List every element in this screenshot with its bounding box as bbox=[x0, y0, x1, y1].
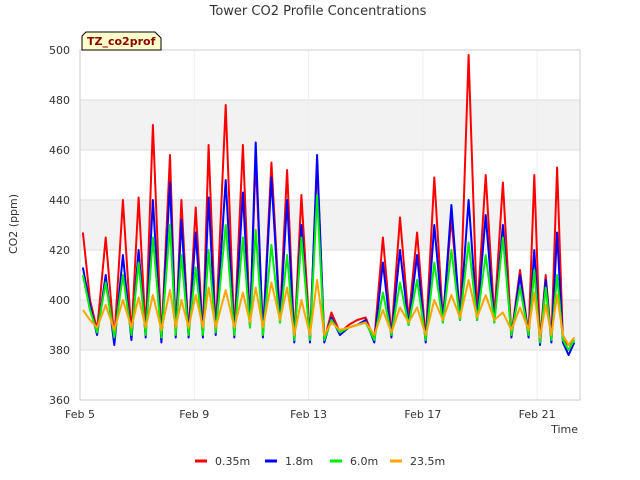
y-tick-label: 380 bbox=[49, 344, 70, 357]
series-lines bbox=[81, 54, 576, 356]
legend-label: 1.8m bbox=[285, 455, 313, 468]
x-tick-label: Feb 17 bbox=[404, 408, 441, 421]
y-tick-label: 440 bbox=[49, 194, 70, 207]
x-tick-label: Feb 9 bbox=[179, 408, 209, 421]
series-line-6.0m bbox=[81, 194, 576, 351]
badge-label: TZ_co2prof bbox=[87, 35, 156, 48]
plot-band bbox=[80, 100, 580, 150]
plot-frame bbox=[79, 49, 581, 401]
x-axis-label: Time bbox=[550, 423, 578, 436]
y-tick-label: 480 bbox=[49, 94, 70, 107]
y-tick-label: 420 bbox=[49, 244, 70, 257]
tick-labels: 360 380 400 420 440 460 480 500 Feb 5 Feb 9 Feb 13… bbox=[49, 44, 556, 421]
y-tick-label: 360 bbox=[49, 394, 70, 407]
chart-title: Tower CO2 Profile Concentrations bbox=[209, 4, 427, 19]
x-tick-label: Feb 21 bbox=[519, 408, 556, 421]
y-tick-label: 500 bbox=[49, 44, 70, 57]
badge-box bbox=[81, 31, 162, 51]
x-tick-label: Feb 13 bbox=[290, 408, 327, 421]
plot-band bbox=[80, 200, 580, 250]
y-tick-label: 400 bbox=[49, 294, 70, 307]
y-tick-label: 460 bbox=[49, 144, 70, 157]
y-axis-label: CO2 (ppm) bbox=[7, 194, 20, 254]
legend-label: 23.5m bbox=[410, 455, 445, 468]
legend: 0.35m 1.8m 6.0m 23.5m bbox=[195, 455, 445, 468]
series-badge: TZ_co2prof bbox=[81, 31, 162, 51]
x-tick-label: Feb 5 bbox=[65, 408, 95, 421]
legend-label: 6.0m bbox=[350, 455, 378, 468]
series-line-23.5m bbox=[82, 279, 576, 346]
legend-label: 0.35m bbox=[215, 455, 250, 468]
